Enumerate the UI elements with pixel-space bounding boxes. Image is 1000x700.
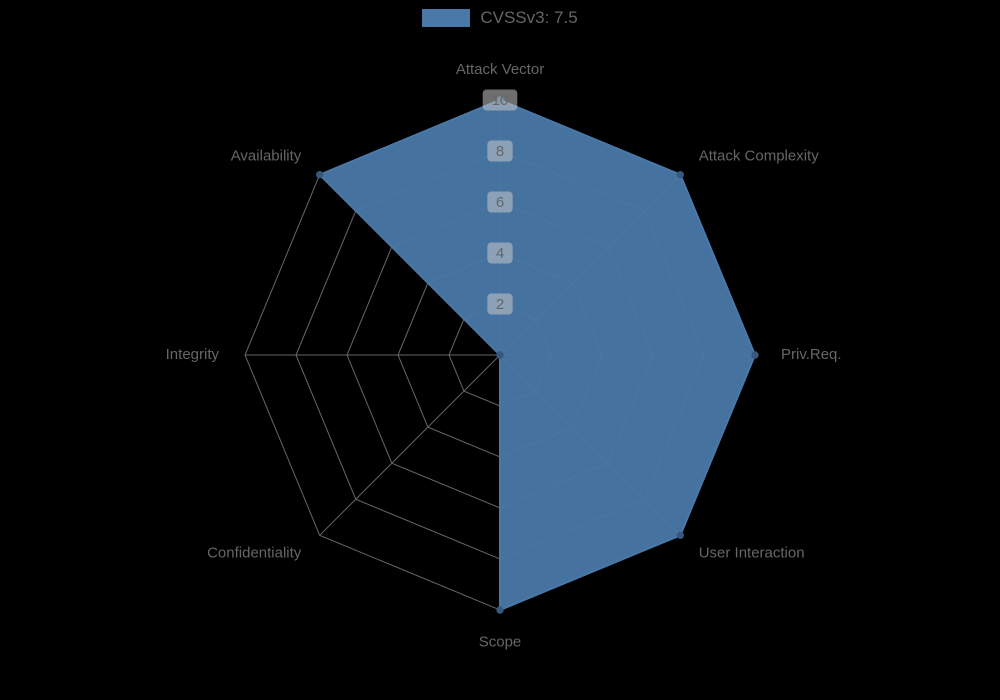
series-point <box>497 607 503 613</box>
radar-chart: Attack Vector Attack Complexity Priv.Req. U… <box>0 0 1000 700</box>
legend: CVSSv3: 7.5 <box>0 8 1000 28</box>
tick-label: 6 <box>496 194 504 211</box>
tick-label: 4 <box>496 245 504 262</box>
axis-label: Priv.Req. <box>781 346 842 363</box>
series-point <box>752 352 758 358</box>
axis-label: Scope <box>479 633 522 650</box>
series-point <box>497 352 503 358</box>
axis-label: Attack Vector <box>456 61 544 78</box>
legend-label: CVSSv3: 7.5 <box>480 8 577 28</box>
radar-chart-container: CVSSv3: 7.5 Attack Vector Attack Complexi… <box>0 0 1000 700</box>
axis-label: Availability <box>231 147 302 164</box>
series-point <box>316 171 322 177</box>
tick-label: 8 <box>496 143 504 160</box>
axis-label: User Interaction <box>699 545 805 562</box>
series-point <box>677 532 683 538</box>
series-point <box>677 171 683 177</box>
axis-label: Integrity <box>166 346 220 363</box>
tick-label: 2 <box>496 296 504 313</box>
legend-swatch <box>422 9 470 27</box>
axis-label: Confidentiality <box>207 545 302 562</box>
tick-label: 10 <box>492 92 509 109</box>
axis-label: Attack Complexity <box>699 147 820 164</box>
